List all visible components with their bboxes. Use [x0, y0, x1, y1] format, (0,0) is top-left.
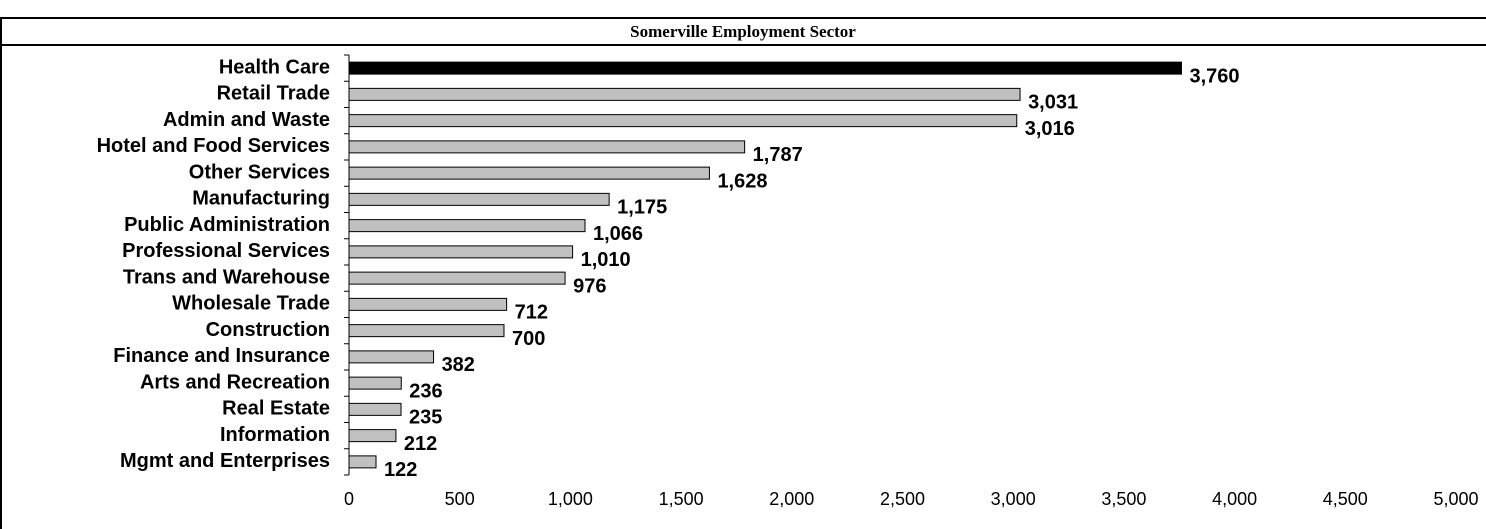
- category-label: Trans and Warehouse: [123, 266, 330, 288]
- bar: [348, 297, 508, 311]
- value-label: 1,066: [593, 223, 643, 245]
- bar: [348, 350, 435, 364]
- value-label: 712: [515, 302, 548, 324]
- x-tick-label: 5,000: [1433, 489, 1478, 509]
- category-label: Health Care: [219, 56, 330, 78]
- value-label: 212: [404, 433, 437, 455]
- value-label: 700: [512, 328, 545, 350]
- bar: [348, 219, 586, 233]
- value-label: 976: [573, 275, 606, 297]
- x-tick-label: 1,500: [659, 489, 704, 509]
- category-label: Arts and Recreation: [140, 371, 330, 393]
- category-label: Admin and Waste: [163, 109, 330, 131]
- value-label: 122: [384, 459, 417, 481]
- bar: [348, 429, 397, 443]
- chart-title: Somerville Employment Sector: [630, 22, 856, 41]
- bar: [348, 402, 402, 416]
- value-label: 1,010: [581, 249, 631, 271]
- bar: [348, 245, 574, 259]
- x-tick-label: 1,000: [548, 489, 593, 509]
- x-tick-label: 4,000: [1212, 489, 1257, 509]
- category-label: Other Services: [189, 161, 330, 183]
- value-label: 382: [442, 354, 475, 376]
- value-label: 1,628: [717, 170, 767, 192]
- category-label: Construction: [206, 319, 330, 341]
- bar: [348, 140, 746, 154]
- value-label: 236: [409, 380, 442, 402]
- category-label: Hotel and Food Services: [97, 135, 330, 157]
- category-label: Public Administration: [124, 214, 330, 236]
- category-label: Information: [220, 424, 330, 446]
- value-label: 1,175: [617, 197, 667, 219]
- bar: [348, 61, 1182, 75]
- category-label: Real Estate: [222, 398, 330, 420]
- category-label: Mgmt and Enterprises: [120, 450, 330, 472]
- x-tick-label: 2,500: [880, 489, 925, 509]
- bar: [348, 271, 566, 285]
- category-label: Finance and Insurance: [113, 345, 330, 367]
- bar: [348, 87, 1021, 101]
- category-label: Manufacturing: [192, 188, 330, 210]
- value-label: 1,787: [753, 144, 803, 166]
- bar: [348, 114, 1018, 128]
- value-label: 235: [409, 407, 442, 429]
- category-label: Professional Services: [122, 240, 330, 262]
- x-tick-label: 500: [445, 489, 475, 509]
- frame: [0, 17, 1486, 529]
- x-tick-label: 4,500: [1323, 489, 1368, 509]
- bar: [348, 324, 505, 338]
- bar: [348, 166, 710, 180]
- x-tick-label: 3,000: [991, 489, 1036, 509]
- category-label: Wholesale Trade: [172, 293, 330, 315]
- bar: [348, 376, 402, 390]
- x-tick-label: 0: [344, 489, 354, 509]
- value-label: 3,016: [1025, 118, 1075, 140]
- bar: [348, 192, 610, 206]
- category-label: Retail Trade: [217, 83, 330, 105]
- x-tick-label: 3,500: [1101, 489, 1146, 509]
- value-label: 3,031: [1028, 92, 1078, 114]
- bar: [348, 455, 377, 469]
- x-tick-label: 2,000: [769, 489, 814, 509]
- value-label: 3,760: [1189, 65, 1239, 87]
